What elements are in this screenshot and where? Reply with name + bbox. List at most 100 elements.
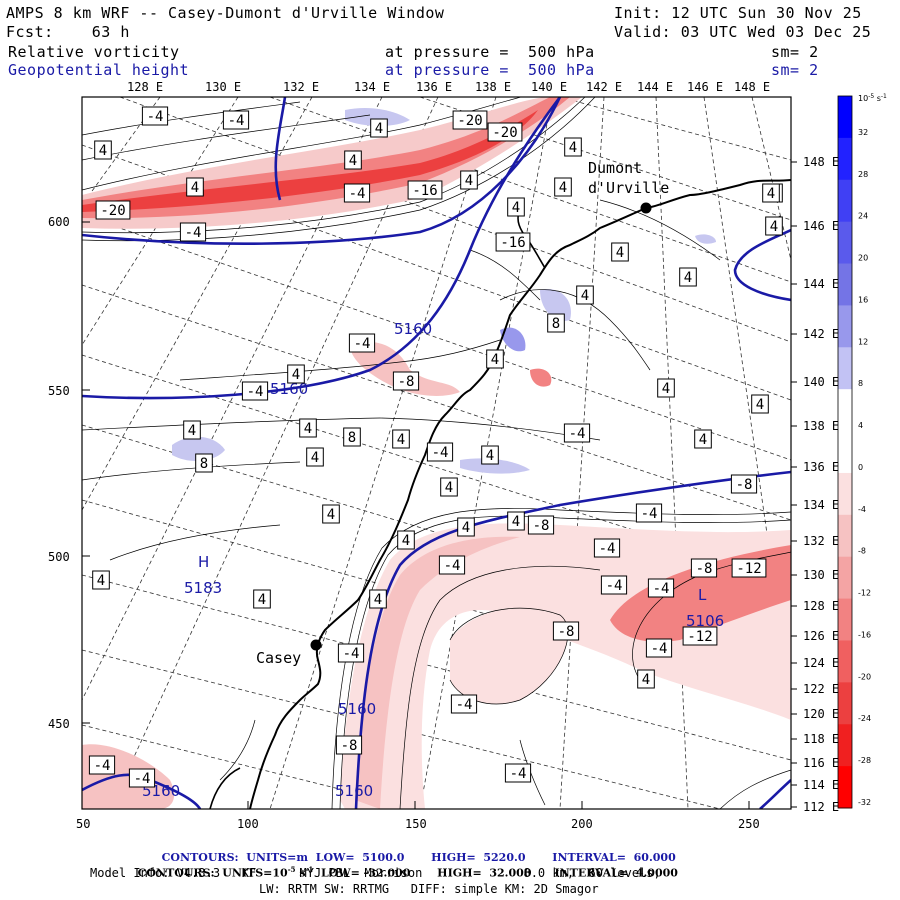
height-label: 5160 [270,380,308,398]
vorticity-label: -4 [444,558,461,574]
vorticity-label-box [554,177,572,197]
station-marker-casey [310,639,322,651]
vorticity-label-box [241,381,269,401]
vorticity-label: 4 [581,288,589,304]
vorticity-label-box [690,558,718,578]
vorticity-contour [632,551,791,681]
vorticity-label-box [731,558,767,578]
vorticity-label-box [527,515,555,535]
right-lon-label: 118 E [803,732,839,746]
vorticity-label: -16 [500,235,525,251]
colorbar-tick-label: 16 [858,295,868,304]
vorticity-label-box [564,137,582,157]
vorticity-label: 8 [200,456,208,472]
vorticity-label: 4 [349,153,357,169]
negative-vorticity-region [530,368,552,387]
height-contour [82,97,562,245]
vorticity-label: 4 [512,514,520,530]
top-lon-label: 148 E [734,80,770,94]
vorticity-label: 4 [292,367,300,383]
x-axis-label: 150 [405,817,427,831]
positive-vorticity-region [460,458,530,474]
colorbar-segment [838,263,852,306]
x-axis-label: 50 [76,817,90,831]
right-lon-label: 130 E [803,568,839,582]
bottom-axis-labels: 50 100 150 200 250 [76,817,760,831]
vorticity-label-box [195,453,213,473]
height-label: 5160 [335,782,373,800]
station-label-casey: Casey [256,649,301,667]
colorbar-tick-label: -4 [858,505,866,514]
right-lon-label: 136 E [803,460,839,474]
vorticity-label: 4 [327,507,335,523]
vorticity-label: 4 [486,448,494,464]
colorbar-tick-label: -8 [858,547,866,556]
vorticity-label: 4 [374,592,382,608]
vorticity-label-box [343,183,371,203]
height-contour [274,97,287,201]
vorticity-label-box [397,530,415,550]
vorticity-label: -4 [147,109,164,125]
positive-vorticity-region [500,327,526,352]
vorticity-label: -4 [354,336,371,352]
graticule-line [82,284,791,521]
low-value: 5106 [686,612,724,630]
graticule-line [751,97,791,261]
colorbar-tick-label: 28 [858,170,868,179]
colorbar-tick-label: 4 [858,421,863,430]
vorticity-label-box [438,555,466,575]
graticule-line [269,97,791,283]
vorticity-label-box [682,626,718,646]
vorticity-label: -8 [341,738,358,754]
strong-negative-band [82,97,570,219]
vorticity-label-box [92,570,110,590]
right-lon-label: 122 E [803,682,839,696]
vorticity-label-box [481,445,499,465]
vorticity-label-box [611,242,629,262]
vorticity-label-box [563,423,591,443]
vorticity-contour [331,508,791,809]
vorticity-label-box [337,643,365,663]
graticule-line [82,499,791,701]
height-contour [733,228,791,302]
vorticity-label-box [392,429,410,449]
vorticity-label-box [547,313,565,333]
vorticity-label: -8 [398,374,415,390]
vorticity-label-box [507,511,525,531]
vorticity-label-box [88,755,116,775]
vorticity-label-box [762,183,780,203]
colorbar-tick-label: 12 [858,337,868,346]
vorticity-label-box [95,200,131,220]
init-time: Init: 12 UTC Sun 30 Nov 25 [614,4,862,22]
vorticity-label-box [751,394,769,414]
footer-vorticity-contours: CONTOURS: UNITS=10-5 s-1 LOW= -32.000 HI… [137,865,678,880]
right-lon-label: 112 E [803,800,839,814]
colorbar-segment [838,305,852,348]
vorticity-label: 4 [491,352,499,368]
vorticity-label-box [128,768,156,788]
vorticity-label: -4 [134,771,151,787]
footer-model-info-2: LW: RRTM SW: RRTMG DIFF: simple KM: 2D S… [259,882,599,896]
vorticity-label: -20 [100,203,125,219]
colorbar-segment [838,347,852,390]
vorticity-contour [499,289,651,371]
vorticity-label: 4 [258,592,266,608]
footer-model-info: Model Info: V4.3.3 KF MYJ PBL Morrison 8… [90,866,661,880]
high-value: 5183 [184,579,222,597]
vorticity-label: -4 [606,578,623,594]
vorticity-label: 4 [445,480,453,496]
colorbar-tick-label: 20 [858,254,868,263]
vorticity-label: 4 [767,186,775,202]
colorbar-segment [838,472,852,516]
vorticity-label-box [600,575,628,595]
vorticity-label: 4 [756,397,764,413]
vorticity-label-box [452,110,488,130]
station-label-dumont: Dumont [588,159,642,177]
colorbar-tick-label: -28 [858,756,871,765]
right-lon-label: 120 E [803,707,839,721]
graticule-line [82,649,721,809]
colorbar-tick-label: 0 [858,463,863,472]
right-lon-label: 124 E [803,656,839,670]
station-marker-dumont [640,202,652,214]
vorticity-contour [449,607,569,705]
